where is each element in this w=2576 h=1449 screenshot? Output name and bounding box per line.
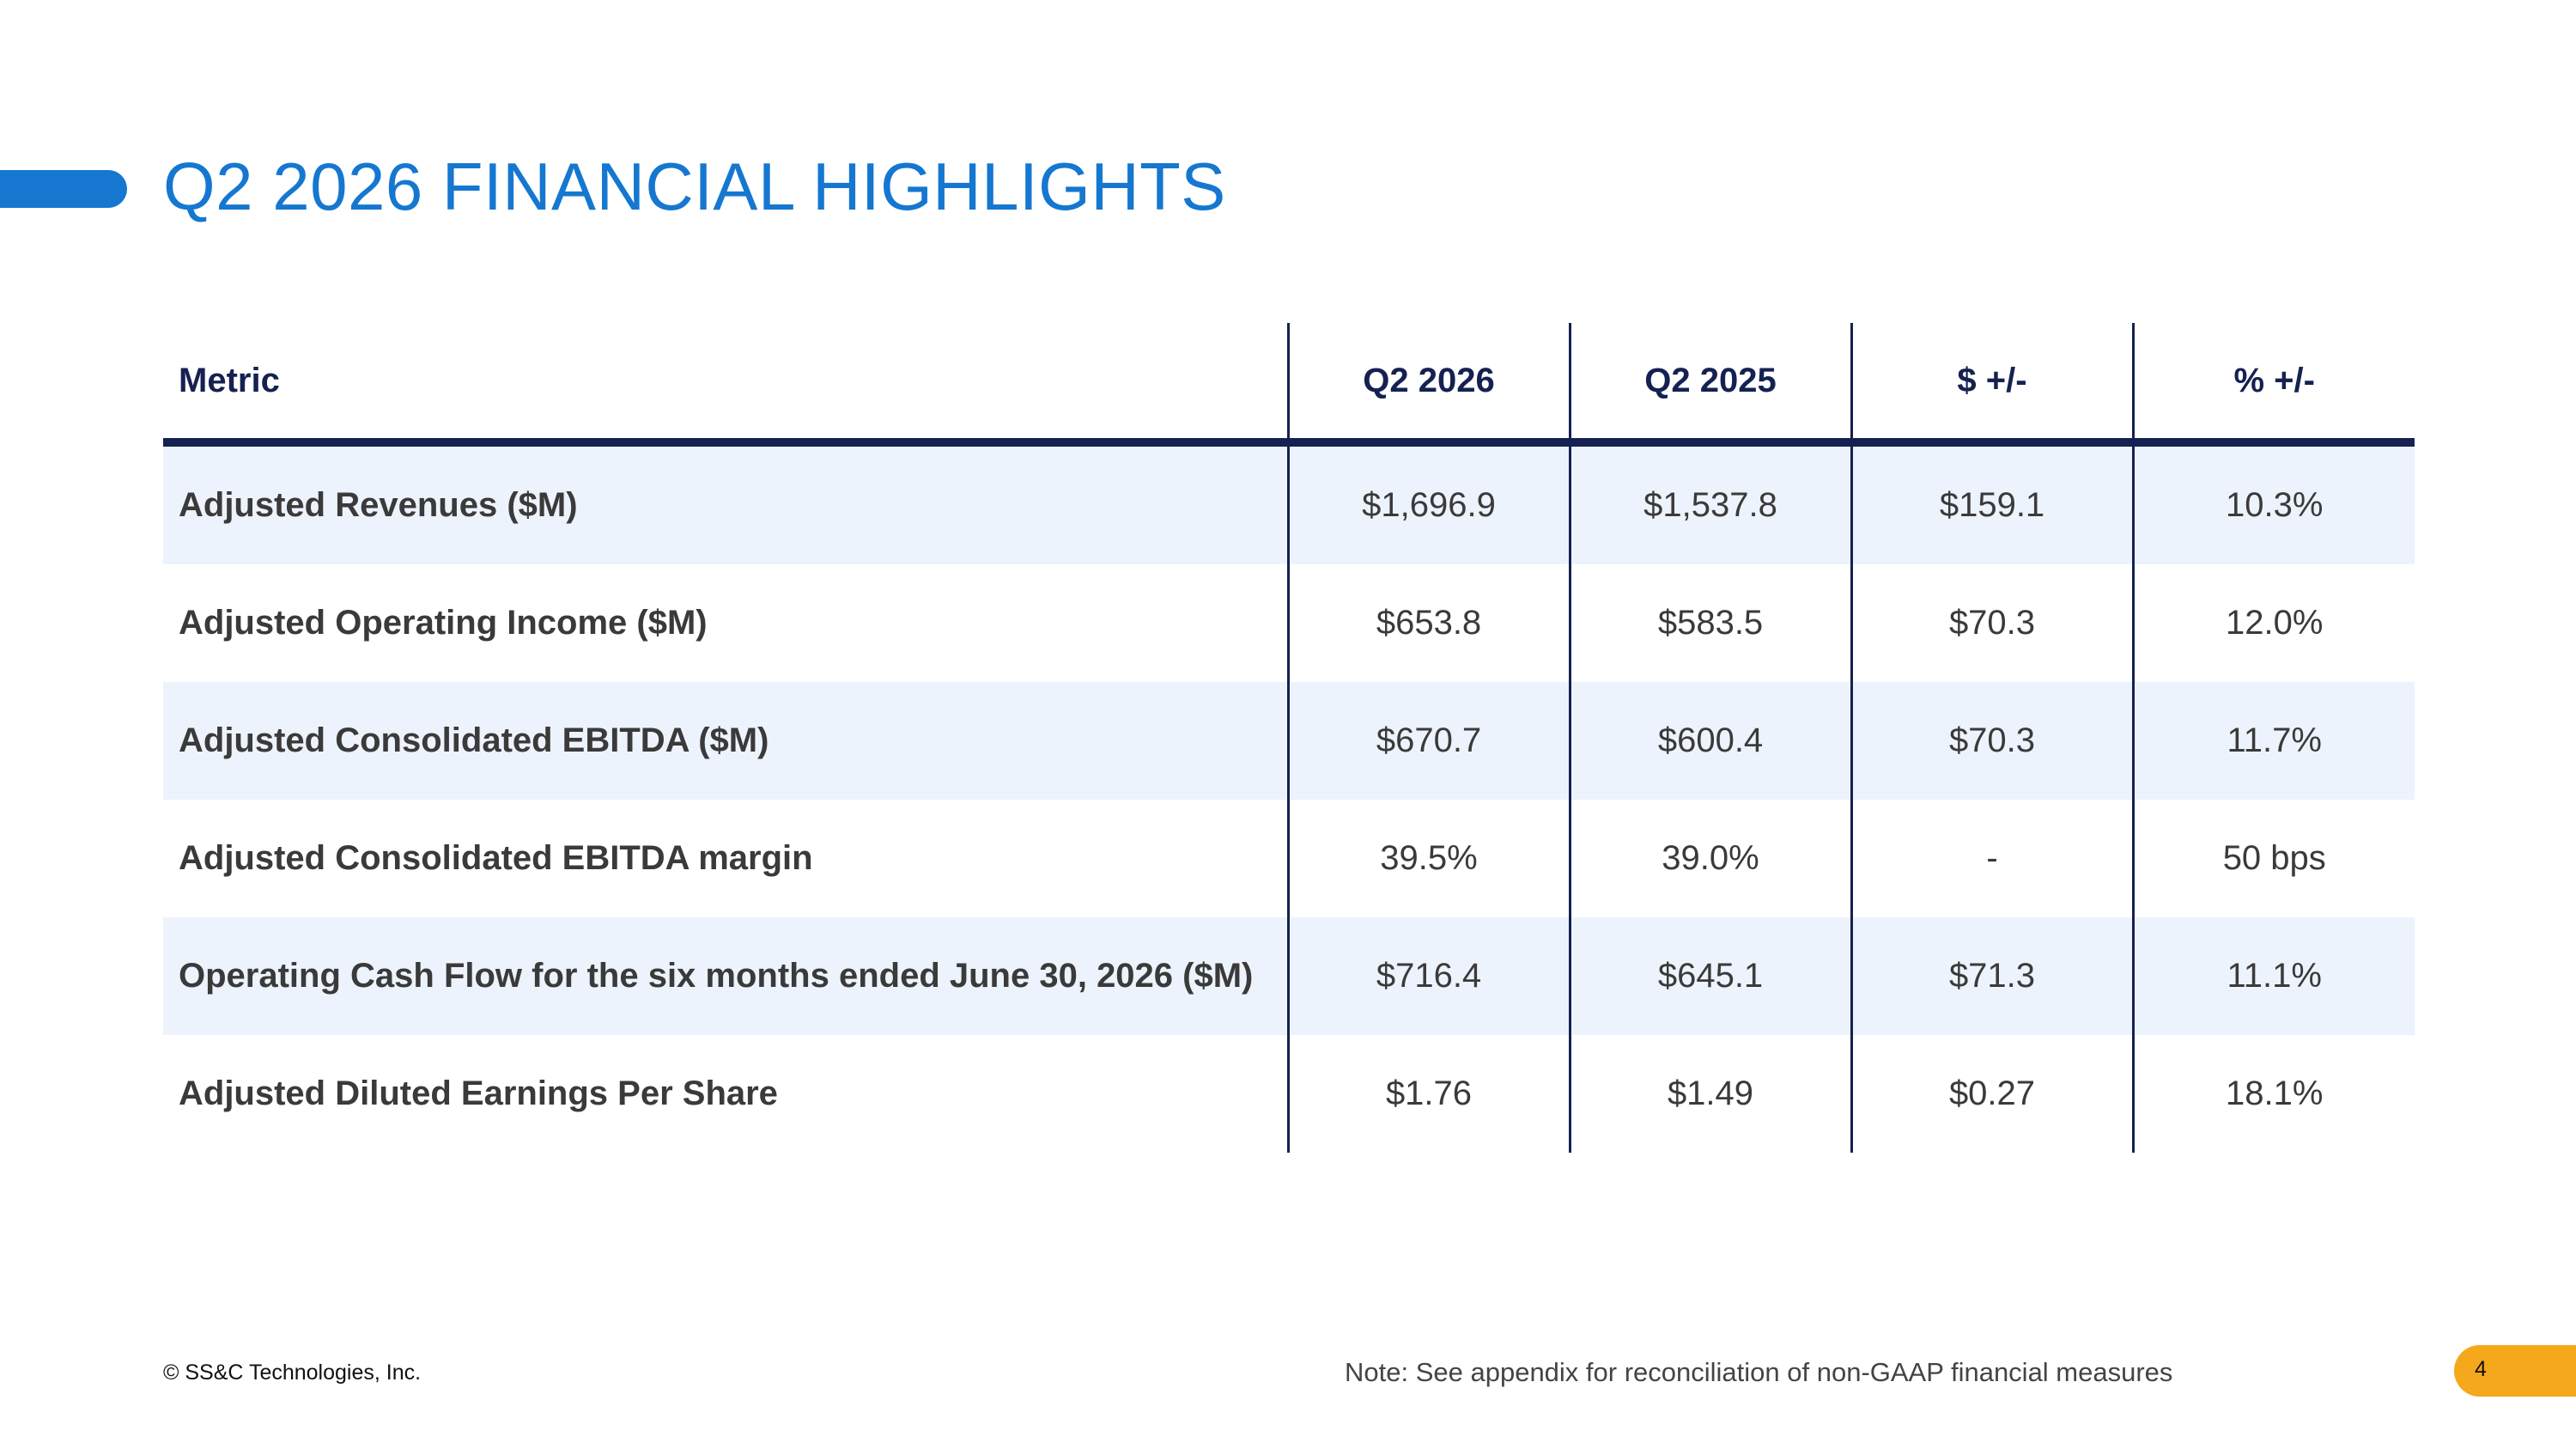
row-metric-label: Adjusted Consolidated EBITDA margin: [179, 839, 813, 877]
row-q2-2026-value: $1.76: [1286, 1035, 1570, 1153]
table-row: Adjusted Consolidated EBITDA margin 39.5…: [163, 800, 2415, 917]
row-q2-2025-value: $600.4: [1568, 682, 1851, 800]
row-dollar-change: $70.3: [1850, 564, 2133, 682]
title-accent-bar: [0, 170, 127, 208]
row-q2-2026-value: $1,696.9: [1286, 442, 1570, 564]
header-dollar-change: $ +/-: [1850, 323, 2133, 447]
row-percent-change: 11.1%: [2131, 917, 2415, 1035]
table-row: Adjusted Revenues ($M) $1,696.9 $1,537.8…: [163, 442, 2415, 564]
row-metric-label: Operating Cash Flow for the six months e…: [179, 957, 1254, 995]
row-q2-2025-value: $1,537.8: [1568, 442, 1851, 564]
row-q2-2025-value: $583.5: [1568, 564, 1851, 682]
row-dollar-change: $0.27: [1850, 1035, 2133, 1153]
row-percent-change: 12.0%: [2131, 564, 2415, 682]
table-row: Adjusted Diluted Earnings Per Share $1.7…: [163, 1035, 2415, 1153]
row-metric-label: Adjusted Consolidated EBITDA ($M): [179, 721, 769, 759]
row-dollar-change: $71.3: [1850, 917, 2133, 1035]
row-percent-change: 11.7%: [2131, 682, 2415, 800]
row-dollar-change: $70.3: [1850, 682, 2133, 800]
row-q2-2026-value: $670.7: [1286, 682, 1570, 800]
row-metric-label: Adjusted Operating Income ($M): [179, 604, 708, 642]
header-q2-2026: Q2 2026: [1286, 323, 1570, 447]
row-q2-2025-value: $1.49: [1568, 1035, 1851, 1153]
row-percent-change: 18.1%: [2131, 1035, 2415, 1153]
page-number: 4: [2475, 1357, 2487, 1381]
row-dollar-change: $159.1: [1850, 442, 2133, 564]
row-q2-2025-value: $645.1: [1568, 917, 1851, 1035]
row-q2-2025-value: 39.0%: [1568, 800, 1851, 917]
header-metric: Metric: [163, 323, 1288, 447]
row-metric-label: Adjusted Diluted Earnings Per Share: [179, 1075, 778, 1112]
row-q2-2026-value: 39.5%: [1286, 800, 1570, 917]
footnote: Note: See appendix for reconciliation of…: [1345, 1357, 2173, 1387]
row-dollar-change: -: [1850, 800, 2133, 917]
table-row: Adjusted Operating Income ($M) $653.8 $5…: [163, 564, 2415, 682]
row-q2-2026-value: $716.4: [1286, 917, 1570, 1035]
page-number-badge: 4: [2454, 1345, 2576, 1397]
row-q2-2026-value: $653.8: [1286, 564, 1570, 682]
table-header-row: Metric Q2 2026 Q2 2025 $ +/- % +/-: [163, 323, 2415, 447]
row-metric-label: Adjusted Revenues ($M): [179, 486, 578, 524]
table-row: Adjusted Consolidated EBITDA ($M) $670.7…: [163, 682, 2415, 800]
header-q2-2025: Q2 2025: [1568, 323, 1851, 447]
header-percent-change: % +/-: [2131, 323, 2415, 447]
page-title: Q2 2026 FINANCIAL HIGHLIGHTS: [163, 149, 1226, 224]
table-row: Operating Cash Flow for the six months e…: [163, 917, 2415, 1035]
financial-highlights-table: Metric Q2 2026 Q2 2025 $ +/- % +/- Adjus…: [163, 323, 2415, 1153]
copyright-text: © SS&C Technologies, Inc.: [163, 1361, 422, 1385]
row-percent-change: 50 bps: [2131, 800, 2415, 917]
row-percent-change: 10.3%: [2131, 442, 2415, 564]
